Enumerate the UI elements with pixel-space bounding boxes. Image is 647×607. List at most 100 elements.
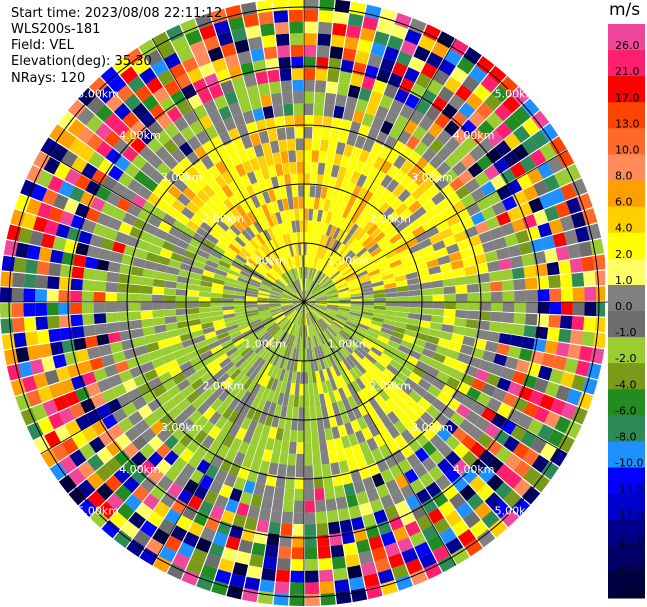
ray-gate <box>221 184 234 198</box>
ray-gate <box>405 180 420 195</box>
ray-gate <box>398 226 412 238</box>
ray-gate <box>315 68 328 81</box>
ray-gate <box>557 434 575 453</box>
ray-gate <box>338 262 350 273</box>
ray-gate <box>297 430 304 443</box>
ray-gate <box>529 149 547 167</box>
ray-gate <box>310 311 319 321</box>
ray-gate <box>275 33 290 47</box>
ray-gate <box>95 185 112 202</box>
ray-gate <box>544 205 560 222</box>
ray-gate <box>188 409 203 424</box>
ray-gate <box>266 202 275 215</box>
ray-gate <box>267 254 277 266</box>
ray-gate <box>289 21 303 34</box>
ray-gate <box>167 185 182 199</box>
ray-gate <box>380 327 393 336</box>
ray-gate <box>404 265 417 275</box>
ray-gate <box>267 338 277 350</box>
ray-gate <box>315 305 327 310</box>
ray-gate <box>446 376 461 390</box>
ray-gate <box>537 222 553 238</box>
ray-gate <box>327 251 336 263</box>
ray-gate <box>191 329 204 339</box>
ray-gate <box>250 494 263 508</box>
ray-gate <box>139 459 156 476</box>
ray-gate <box>171 441 187 457</box>
ray-gate <box>496 211 512 226</box>
ray-gate <box>245 307 258 312</box>
ray-gate <box>182 504 198 521</box>
ray-gate <box>304 512 316 525</box>
ray-gate <box>133 170 150 186</box>
ray-gate <box>346 457 359 472</box>
ray-gate <box>419 281 432 290</box>
ray-gate <box>370 42 387 58</box>
ray-gate <box>496 377 512 392</box>
ray-gate <box>317 273 326 284</box>
ray-gate <box>324 286 336 293</box>
ray-gate <box>305 313 309 326</box>
ray-gate <box>75 386 91 402</box>
ray-gate <box>333 437 344 451</box>
ray-gate <box>319 234 326 247</box>
ray-gate <box>399 510 416 526</box>
ray-gate <box>503 132 521 150</box>
ray-gate <box>474 221 490 235</box>
ray-gate <box>404 329 417 338</box>
ray-gate <box>263 276 275 285</box>
ray-gate <box>295 302 304 311</box>
ray-gate <box>90 393 107 409</box>
ray-gate <box>124 93 142 111</box>
ray-gate <box>316 346 323 359</box>
ray-gate <box>269 296 281 300</box>
ray-gate <box>171 132 187 148</box>
ray-gate <box>414 156 429 172</box>
ray-gate <box>326 265 336 276</box>
ray-gate <box>68 467 86 486</box>
colorbar-swatch <box>608 50 645 77</box>
ray-gate <box>373 30 390 46</box>
ray-gate <box>71 156 88 174</box>
ray-gate <box>371 280 384 288</box>
ray-gate <box>548 218 564 235</box>
ray-gate <box>301 302 304 314</box>
ray-gate <box>350 146 363 160</box>
ray-gate <box>454 317 467 327</box>
ray-gate <box>268 239 278 252</box>
ray-gate <box>291 256 297 269</box>
ray-gate <box>345 235 356 248</box>
ray-gate <box>280 523 293 536</box>
ray-gate <box>338 331 350 341</box>
ray-gate <box>290 570 304 583</box>
ray-gate <box>105 94 124 112</box>
ray-gate <box>478 282 491 293</box>
ray-gate <box>316 174 324 187</box>
ray-gate <box>252 341 263 352</box>
ray-gate <box>245 444 258 458</box>
ray-gate <box>51 443 69 462</box>
ray-gate <box>432 240 446 252</box>
ray-gate <box>234 163 247 177</box>
ray-gate <box>42 399 59 417</box>
ray-gate <box>346 24 362 39</box>
ray-gate <box>396 50 413 67</box>
ray-gate <box>200 371 214 383</box>
ray-gate <box>361 291 374 296</box>
ray-gate <box>304 292 312 302</box>
ray-gate <box>278 235 286 248</box>
ray-gate <box>249 368 260 381</box>
ray-gate <box>307 279 312 291</box>
ray-gate <box>221 406 234 420</box>
ray-gate <box>372 79 387 95</box>
ray-gate <box>250 48 265 62</box>
ray-gate <box>116 197 132 212</box>
ray-gate <box>157 338 171 349</box>
ray-gate <box>282 91 293 105</box>
ray-gate <box>222 433 235 448</box>
ray-gate <box>362 16 379 31</box>
ray-gate <box>399 77 415 94</box>
ray-gate <box>107 217 123 231</box>
ray-gate <box>118 369 134 383</box>
ray-gate <box>269 293 282 298</box>
